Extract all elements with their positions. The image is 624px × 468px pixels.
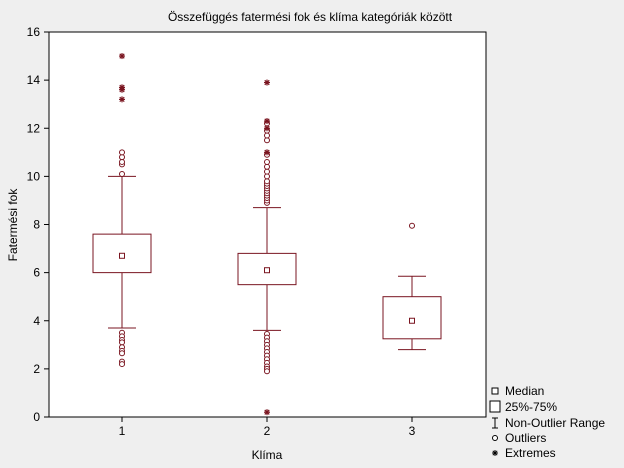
box-group-1: [92, 53, 152, 368]
y-tick-label: 4: [33, 314, 40, 328]
legend-label: 25%-75%: [505, 400, 557, 414]
extreme-point: [119, 96, 125, 103]
legend: Median 25%-75% Non-Outlier RangeOutliersEx…: [489, 384, 605, 460]
y-tick-label: 16: [27, 25, 41, 39]
outlier-point: [264, 137, 270, 144]
outlier-point: [119, 149, 125, 156]
x-axis-label: Klíma: [252, 448, 283, 462]
extreme-point: [264, 79, 270, 86]
y-tick-label: 8: [33, 218, 40, 232]
extreme-point: [119, 53, 125, 60]
legend-box-swatch: [489, 400, 501, 413]
x-tick-label: 2: [264, 424, 271, 438]
legend-median-swatch: [491, 387, 499, 395]
outlier-point: [264, 173, 270, 180]
extreme-point: [264, 125, 270, 132]
legend-label: Non-Outlier Range: [505, 416, 605, 430]
extreme-point: [264, 409, 270, 416]
extreme-point: [264, 149, 270, 156]
outlier-point: [119, 170, 125, 177]
median-marker: [264, 267, 270, 274]
outlier-point: [119, 361, 125, 368]
legend-extreme-swatch: [492, 450, 498, 456]
outlier-point: [119, 339, 125, 346]
box-group-2: [237, 79, 297, 416]
y-axis-label: Fatermési fok: [6, 188, 20, 262]
iqr-box: [92, 233, 152, 274]
outlier-point: [409, 222, 415, 229]
legend-outlier-swatch: [492, 435, 498, 441]
outlier-point: [119, 350, 125, 357]
outlier-point: [264, 158, 270, 165]
y-tick-label: 10: [27, 169, 41, 183]
y-tick-label: 12: [27, 121, 41, 135]
x-axis: 1 2 3: [119, 417, 416, 438]
x-tick-label: 3: [409, 424, 416, 438]
legend-label: Outliers: [505, 431, 546, 445]
y-tick-label: 0: [33, 410, 40, 424]
legend-label: Median: [505, 384, 544, 398]
outlier-point: [264, 368, 270, 375]
median-marker: [119, 252, 125, 259]
outlier-point: [264, 178, 270, 185]
outlier-point: [264, 163, 270, 170]
iqr-box: [382, 296, 442, 340]
box-marks: [92, 53, 442, 416]
chart-title: Összefüggés fatermési fok és klíma kateg…: [168, 10, 453, 24]
legend-item: Outliers: [492, 431, 546, 445]
outlier-point: [264, 168, 270, 175]
x-tick-label: 1: [119, 424, 126, 438]
outlier-point: [119, 158, 125, 165]
legend-item: 25%-75%: [489, 400, 557, 414]
legend-label: Extremes: [505, 446, 556, 460]
y-tick-label: 2: [33, 362, 40, 376]
legend-item: Median: [491, 384, 544, 398]
outlier-point: [264, 132, 270, 139]
extreme-point: [264, 118, 270, 125]
y-tick-label: 6: [33, 266, 40, 280]
y-axis: 0 2 4 6 8 10 12 14 16: [27, 25, 49, 424]
median-marker: [409, 317, 415, 324]
legend-item: Extremes: [492, 446, 556, 460]
legend-item: Non-Outlier Range: [492, 416, 605, 430]
outlier-point: [119, 154, 125, 161]
box-group-3: [382, 222, 442, 351]
extreme-point: [119, 86, 125, 93]
y-tick-label: 14: [27, 73, 41, 87]
